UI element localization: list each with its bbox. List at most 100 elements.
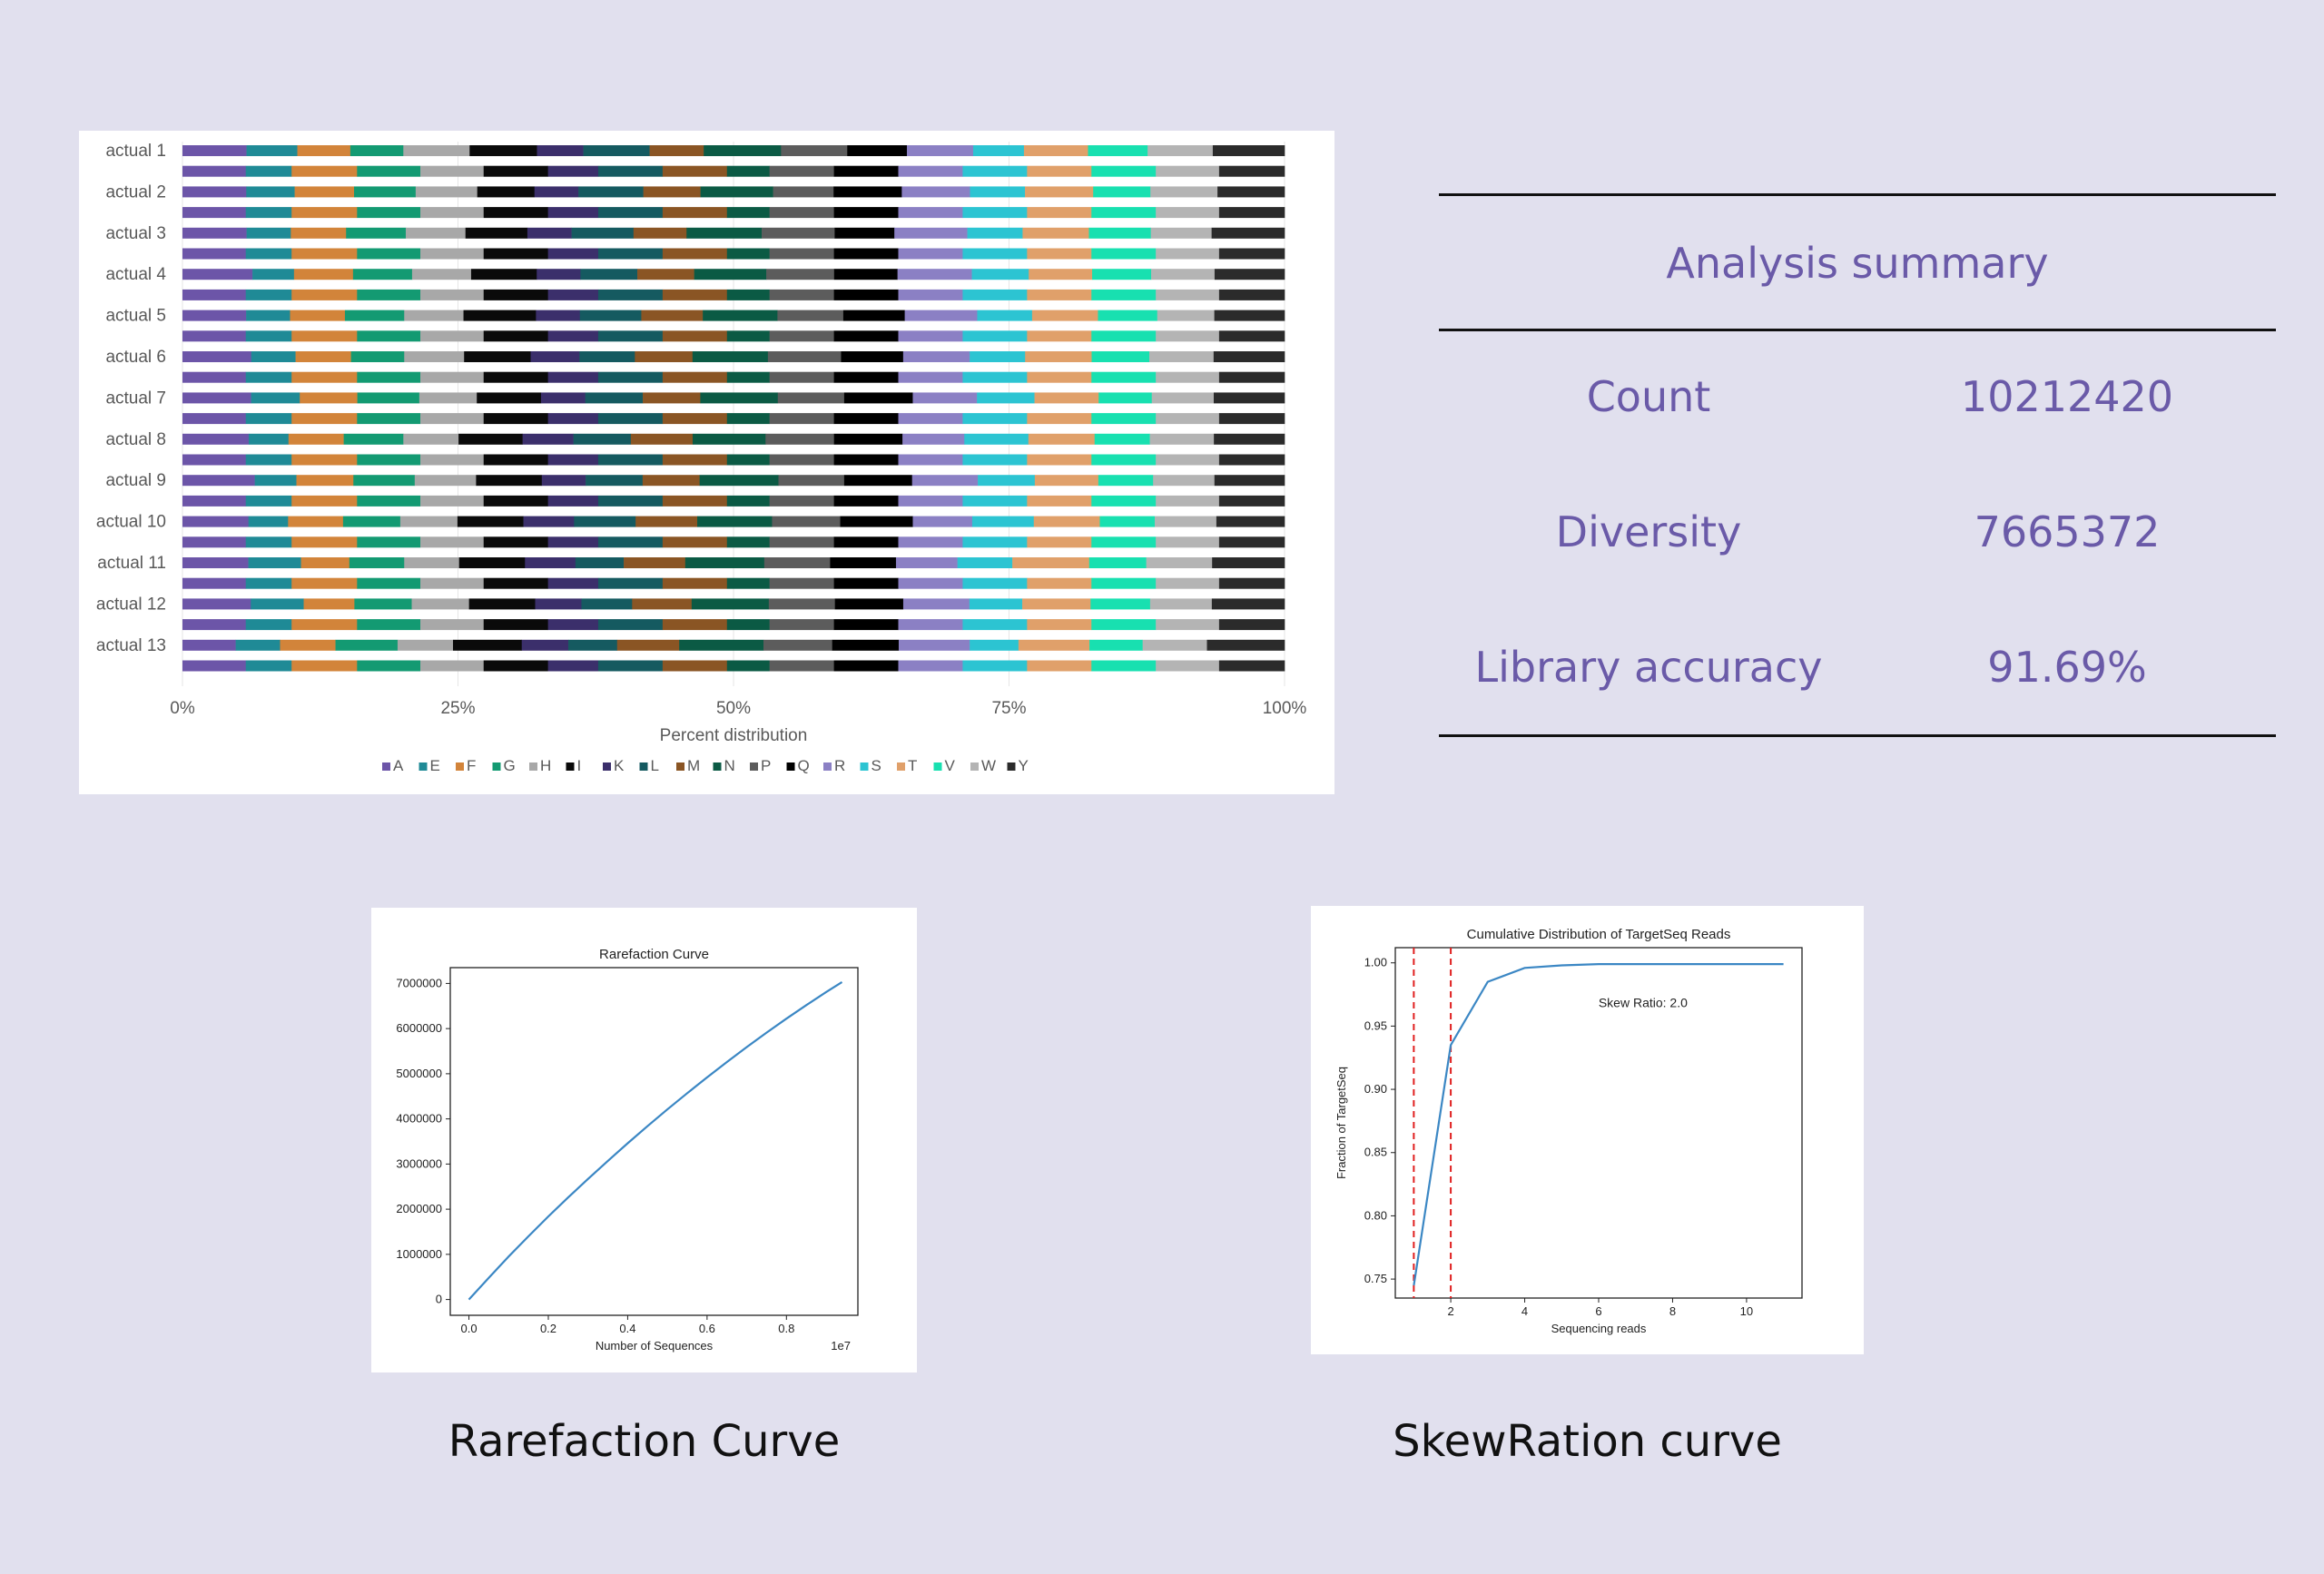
bar-segment [962, 248, 1028, 260]
bar-segment [288, 516, 344, 527]
bar-segment [254, 475, 297, 487]
bar-segment [833, 165, 899, 177]
bar-segment [578, 186, 644, 198]
y-axis-label: Fraction of TargetSeq [1334, 1067, 1348, 1179]
bar-segment [469, 145, 537, 156]
summary-label: Diversity [1555, 507, 1742, 556]
bar-segment [420, 413, 485, 425]
bar-segment [662, 536, 728, 548]
bar-segment [291, 289, 358, 300]
bar-segment [420, 207, 485, 219]
x-axis-label: Sequencing reads [1551, 1322, 1647, 1335]
bar-segment [458, 433, 523, 445]
bar-segment [962, 660, 1028, 672]
bar-segment [420, 248, 485, 260]
bar-segment [970, 351, 1026, 362]
bar-segment [1217, 186, 1285, 198]
bar-segment [769, 536, 834, 548]
bar-segment [832, 639, 900, 651]
bar-segment [291, 660, 358, 672]
bar-segment [902, 351, 970, 362]
legend-label: P [761, 757, 771, 774]
bar-segment [540, 392, 586, 404]
y-category-label: actual 13 [96, 636, 166, 655]
bar-segment [182, 371, 247, 383]
bar-segment [897, 269, 972, 280]
bar-segment [1218, 619, 1285, 631]
y-category-label: actual 12 [96, 595, 166, 614]
bar-segment [245, 536, 292, 548]
x-tick-label: 0.4 [619, 1322, 635, 1335]
bar-segment [547, 577, 599, 589]
bar-segment [290, 227, 347, 239]
bar-segment [686, 227, 763, 239]
y-tick-label: 5000000 [396, 1067, 442, 1080]
bar-segment [1027, 454, 1092, 466]
summary-value: 91.69% [1987, 643, 2147, 692]
bar-segment [411, 598, 469, 610]
bar-segment [182, 310, 247, 321]
bar-segment [1149, 598, 1213, 610]
y-tick-label: 0 [436, 1293, 442, 1306]
bar-segment [769, 619, 834, 631]
bar-segment [597, 207, 664, 219]
bar-segment [843, 475, 913, 487]
bar-segment [295, 351, 351, 362]
bar-segment [833, 186, 902, 198]
bar-segment [291, 413, 358, 425]
summary-value: 7665372 [1974, 507, 2161, 556]
bar-segment [397, 639, 454, 651]
bar-segment [1214, 433, 1285, 445]
bar-segment [357, 248, 421, 260]
bar-segment [536, 310, 581, 321]
bar-segment [300, 557, 350, 568]
bar-segment [182, 145, 247, 156]
bar-segment [404, 351, 465, 362]
summary-value: 10212420 [1960, 372, 2174, 421]
legend-label: V [945, 757, 956, 774]
bar-segment [246, 186, 295, 198]
bar-segment [597, 248, 664, 260]
bar-segment [182, 289, 247, 300]
bar-segment [726, 207, 770, 219]
bar-segment [643, 186, 701, 198]
bar-segment [354, 186, 417, 198]
bar-segment [182, 186, 247, 198]
bar-segment [700, 392, 779, 404]
bar-segment [1211, 227, 1285, 239]
bar-segment [297, 145, 351, 156]
bar-segment [547, 413, 599, 425]
bar-segment [977, 392, 1035, 404]
bar-segment [1211, 598, 1285, 610]
bar-segment [420, 165, 485, 177]
x-tick-label: 25% [440, 699, 475, 718]
bar-segment [895, 557, 958, 568]
bar-segment [1027, 619, 1092, 631]
bar-segment [1218, 330, 1285, 342]
bar-segment [692, 351, 769, 362]
bar-segment [649, 145, 704, 156]
bar-segment [1214, 475, 1285, 487]
bar-segment [1151, 269, 1216, 280]
y-category-label: actual 2 [105, 182, 166, 202]
bar-segment [840, 516, 913, 527]
bar-segment [898, 330, 963, 342]
plot-frame [449, 967, 859, 1316]
bar-segment [1214, 269, 1285, 280]
bar-segment [404, 310, 464, 321]
skew-ratio-chart: 2 4 6 8 10 0.75 0.80 0.85 0.90 0.95 1.00 Cumulative… [1334, 927, 1803, 1335]
y-tick-label: 0.85 [1364, 1146, 1387, 1159]
bar-segment [662, 330, 728, 342]
bar-segment [762, 227, 835, 239]
bar-segment [574, 516, 636, 527]
bar-segment [1027, 371, 1092, 383]
bar-segment [833, 413, 899, 425]
bar-segment [726, 454, 770, 466]
bar-segment [769, 330, 834, 342]
bar-segment [726, 577, 770, 589]
legend-label: A [393, 757, 404, 774]
bar-segment [541, 475, 586, 487]
bar-segment [357, 289, 421, 300]
bar-segment [597, 371, 664, 383]
bar-segment [1156, 495, 1220, 507]
